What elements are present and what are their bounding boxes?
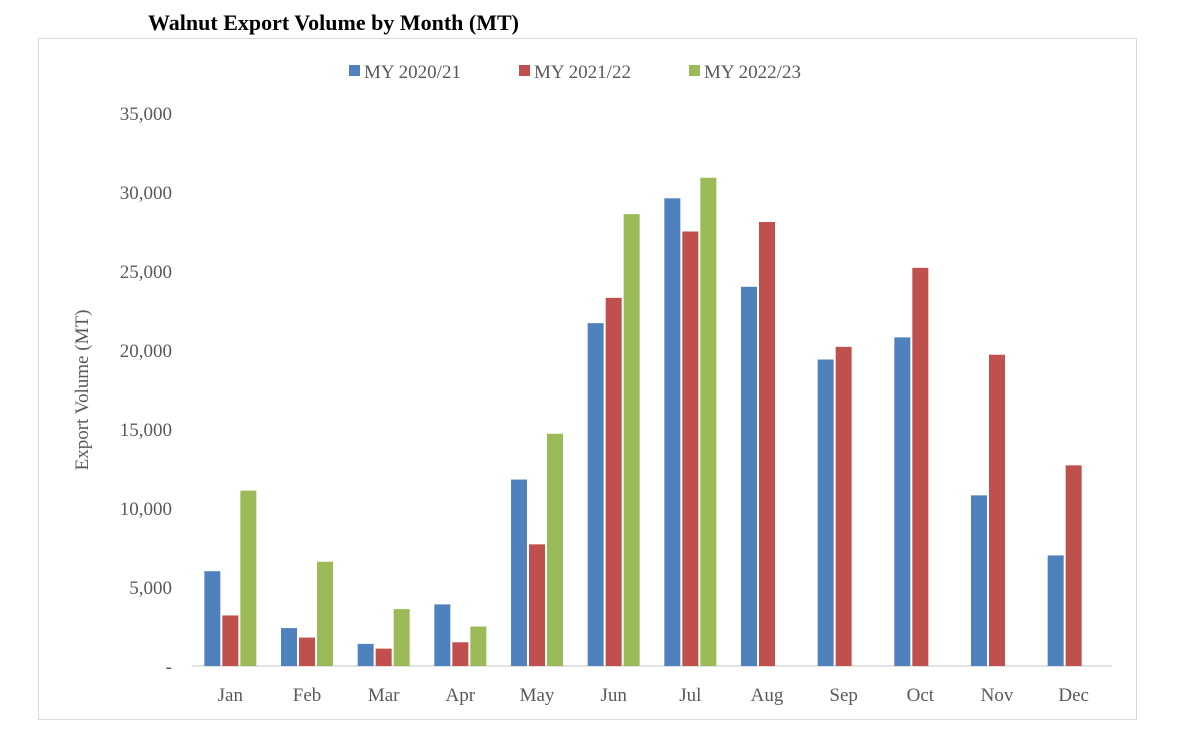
y-tick-label: 20,000 — [120, 341, 172, 362]
x-tick-label: Dec — [1058, 685, 1089, 706]
bar-may-1 — [511, 479, 527, 666]
bar-jul-2 — [682, 231, 699, 666]
legend-label: MY 2020/21 — [364, 62, 461, 83]
bar-jan-1 — [204, 571, 221, 666]
bar-mar-2 — [375, 648, 392, 666]
bar-jun-1 — [587, 323, 604, 666]
x-tick-label: Jan — [218, 685, 244, 706]
bar-sep-2 — [835, 346, 852, 666]
bar-jul-1 — [664, 198, 681, 666]
legend-swatch — [349, 65, 360, 76]
y-tick-label: 5,000 — [129, 578, 172, 599]
bar-jun-2 — [605, 297, 622, 666]
bar-may-2 — [529, 544, 545, 666]
legend-label: MY 2021/22 — [534, 62, 631, 83]
x-tick-label: Nov — [981, 685, 1014, 706]
x-tick-label: Mar — [368, 685, 400, 706]
bar-nov-2 — [989, 354, 1005, 666]
bar-mar-1 — [357, 643, 374, 666]
bars — [204, 177, 1082, 666]
x-tick-label: Jul — [679, 685, 701, 706]
bar-apr-1 — [434, 604, 451, 666]
bar-oct-1 — [894, 337, 911, 666]
bar-jun-3 — [623, 214, 640, 666]
chart-title: Walnut Export Volume by Month (MT) — [148, 10, 519, 35]
bar-mar-3 — [393, 609, 410, 666]
legend-label: MY 2022/23 — [704, 62, 801, 83]
y-tick-label: 10,000 — [120, 499, 172, 520]
bar-sep-1 — [817, 359, 834, 666]
x-tick-label: Jun — [600, 685, 627, 706]
bar-dec-2 — [1065, 465, 1082, 666]
y-tick-label: - — [166, 657, 172, 678]
y-tick-label: 35,000 — [120, 104, 172, 125]
x-tick-label: Aug — [751, 685, 784, 706]
bar-apr-2 — [452, 642, 469, 666]
legend-swatch — [519, 65, 530, 76]
x-tick-label: Feb — [293, 685, 322, 706]
x-tick-label: Apr — [446, 685, 476, 706]
y-axis-label: Export Volume (MT) — [72, 310, 93, 471]
legend: MY 2020/21 MY 2021/22 MY 2022/23 — [349, 62, 801, 83]
y-tick-label: 25,000 — [120, 262, 172, 283]
y-tick-label: 15,000 — [120, 420, 172, 441]
y-axis: - 5,000 10,000 15,000 20,000 25,000 30,000 35,0… — [120, 104, 1112, 678]
bar-feb-2 — [299, 637, 315, 666]
bar-dec-1 — [1047, 555, 1064, 666]
bar-oct-2 — [912, 267, 929, 666]
bar-aug-2 — [759, 222, 775, 666]
bar-jan-3 — [240, 490, 257, 666]
bar-nov-1 — [971, 495, 987, 666]
x-tick-label: Oct — [907, 685, 935, 706]
x-tick-label: May — [520, 685, 555, 706]
bar-aug-1 — [741, 286, 757, 666]
legend-swatch — [689, 65, 700, 76]
bar-apr-3 — [470, 626, 487, 666]
bar-may-3 — [547, 433, 563, 666]
bar-jul-3 — [700, 177, 717, 666]
y-tick-label: 30,000 — [120, 183, 172, 204]
bar-feb-1 — [281, 628, 297, 666]
bar-jan-2 — [222, 615, 239, 666]
chart-frame — [38, 38, 1137, 720]
bar-feb-3 — [317, 561, 333, 666]
x-axis: Jan Feb Mar Apr May Jun Jul Aug Sep Oct Nov Dec — [218, 685, 1089, 706]
x-tick-label: Sep — [829, 685, 858, 706]
